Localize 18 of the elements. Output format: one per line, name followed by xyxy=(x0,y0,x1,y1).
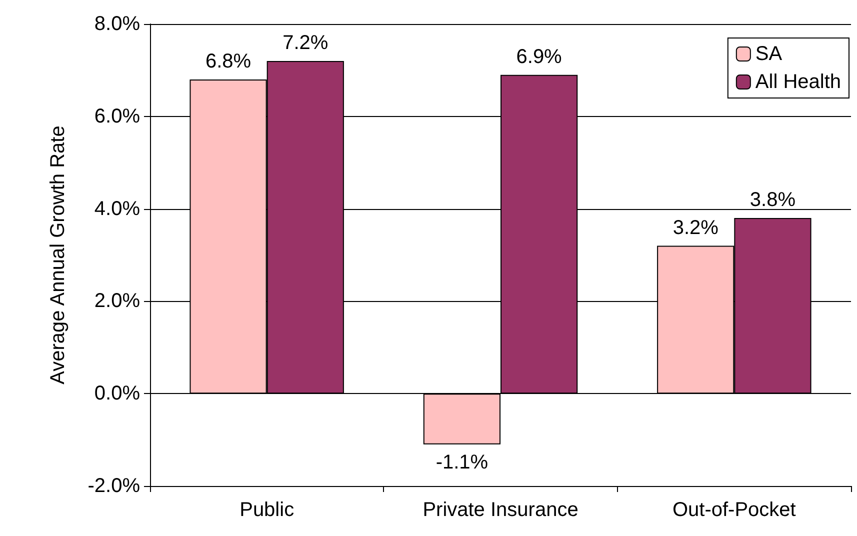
y-tick-label: 8.0% xyxy=(94,13,140,35)
x-tick-label: Private Insurance xyxy=(422,499,578,521)
data-label: 7.2% xyxy=(282,32,328,54)
data-label: -1.1% xyxy=(436,451,488,474)
legend-label: All Health xyxy=(755,71,842,93)
data-label: 3.2% xyxy=(672,216,719,239)
x-tick-label: Public xyxy=(240,499,294,521)
y-tick-label: 6.0% xyxy=(94,105,140,128)
y-tick-label: 2.0% xyxy=(94,290,140,312)
y-tick-label: -2.0% xyxy=(88,475,140,497)
y-axis-title: Average Annual Growth Rate xyxy=(47,126,69,384)
y-tick-label: 0.0% xyxy=(94,382,140,405)
y-tick-label: 4.0% xyxy=(94,198,140,220)
data-label: 6.8% xyxy=(205,50,252,72)
data-label: 3.8% xyxy=(750,189,796,212)
legend-label: SA xyxy=(755,43,783,65)
x-tick-label: Out-of-Pocket xyxy=(672,499,796,521)
data-label: 6.9% xyxy=(516,46,562,68)
